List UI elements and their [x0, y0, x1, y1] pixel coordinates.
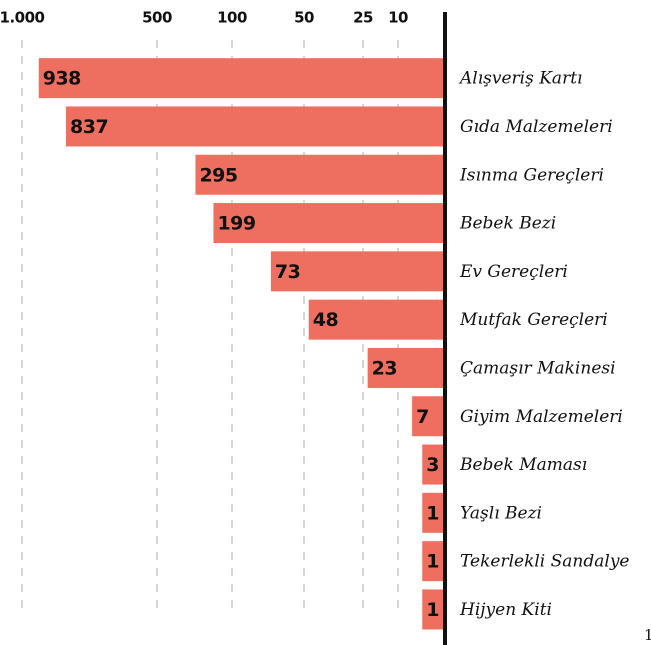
value-label: 73 [275, 261, 300, 283]
bar [412, 396, 445, 437]
value-label: 7 [416, 406, 429, 428]
value-label: 938 [43, 68, 81, 90]
category-label: Ev Gereçleri [459, 262, 568, 282]
bar [213, 203, 445, 244]
value-label: 199 [217, 213, 255, 235]
bar [422, 589, 445, 630]
category-label: Bebek Maması [459, 455, 587, 475]
category-label: Tekerlekli Sandalye [460, 552, 630, 572]
bar [367, 347, 445, 388]
value-label: 1 [426, 599, 439, 621]
bar [195, 154, 445, 195]
category-label: Giyim Malzemeleri [460, 407, 623, 427]
bar [308, 299, 445, 340]
x-tick-label: 500 [142, 9, 172, 27]
bar [422, 541, 445, 582]
category-label: Alışveriş Kartı [458, 69, 582, 89]
x-tick-label: 50 [294, 9, 314, 27]
x-tick-label: 25 [353, 9, 373, 27]
x-tick-label: 10 [388, 9, 408, 27]
value-label: 3 [426, 454, 439, 476]
value-label: 837 [70, 116, 108, 138]
x-tick-label: 100 [217, 9, 247, 27]
category-label: Mutfak Gereçleri [459, 310, 608, 330]
footnote: 1 [644, 626, 651, 644]
category-label: Isınma Gereçleri [459, 165, 604, 185]
bar [422, 444, 445, 485]
value-label: 1 [426, 502, 439, 524]
value-label: 48 [313, 309, 339, 331]
category-label: Çamaşır Makinesi [460, 358, 616, 378]
bar [38, 58, 446, 99]
category-label: Bebek Bezi [459, 214, 556, 234]
bar [270, 251, 445, 292]
category-label: Yaşlı Bezi [460, 503, 542, 523]
category-label: Hijyen Kiti [459, 600, 552, 620]
value-label: 1 [426, 551, 439, 573]
bar [66, 106, 445, 147]
value-label: 295 [199, 164, 237, 186]
category-label: Gıda Malzemeleri [460, 117, 613, 137]
bar [422, 492, 445, 533]
value-label: 23 [372, 357, 397, 379]
x-tick-label: 1.000 [0, 9, 45, 27]
